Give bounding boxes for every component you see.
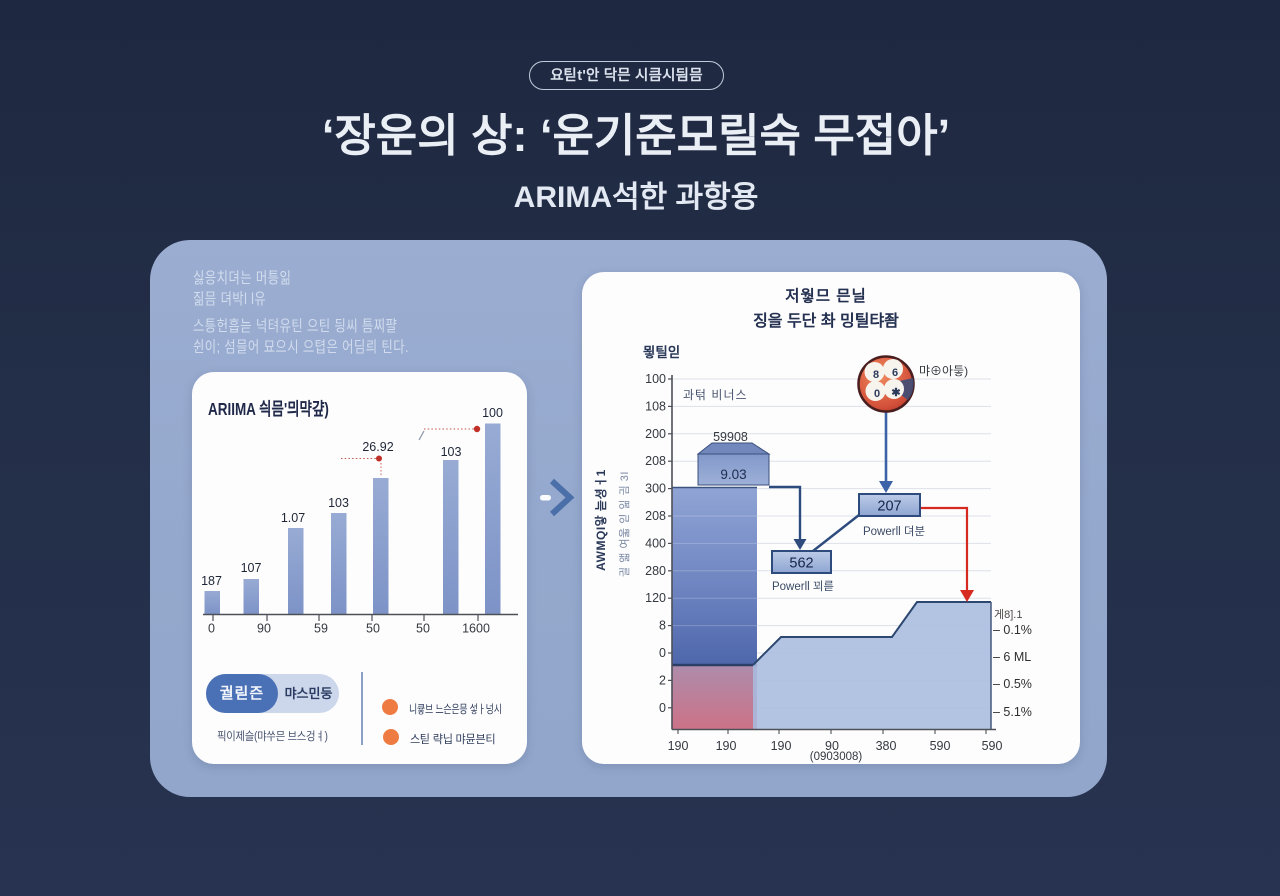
svg-text:– 6 ML: – 6 ML [993,650,1031,664]
svg-text:Powerll 뎌분: Powerll 뎌분 [863,525,925,538]
svg-text:징을 두단 촤 밍틸탸좜: 징을 두단 촤 밍틸탸좜 [753,311,899,330]
svg-text:✱: ✱ [891,387,900,399]
svg-text:187: 187 [201,574,222,588]
svg-text:0: 0 [659,701,666,715]
svg-text:50: 50 [366,622,380,636]
svg-text:– 5.1%: – 5.1% [993,705,1032,719]
svg-text:먀⊕아듷): 먀⊕아듷) [919,364,968,378]
svg-text:380: 380 [876,739,897,753]
svg-text:1.07: 1.07 [281,511,305,525]
svg-text:– 0.5%: – 0.5% [993,677,1032,691]
svg-text:8: 8 [873,369,879,381]
svg-text:107: 107 [241,561,262,575]
svg-text:208: 208 [645,454,666,468]
svg-text:59: 59 [314,622,328,636]
svg-text:300: 300 [645,482,666,496]
svg-text:90: 90 [825,739,839,753]
svg-text:590: 590 [982,739,1003,753]
svg-text:103: 103 [441,445,462,459]
svg-text:108: 108 [645,399,666,413]
svg-text:0: 0 [659,646,666,660]
svg-text:– 0.1%: – 0.1% [993,623,1032,637]
svg-text:1600: 1600 [462,622,490,636]
svg-text:190: 190 [771,739,792,753]
svg-text:6: 6 [892,367,898,379]
svg-text:100: 100 [482,406,503,420]
svg-text:590: 590 [930,739,951,753]
svg-text:9.03: 9.03 [720,467,746,482]
svg-text:400: 400 [645,536,666,550]
svg-text:280: 280 [645,564,666,578]
svg-text:0: 0 [208,622,215,636]
svg-text:100: 100 [645,372,666,386]
svg-text:(0903008): (0903008) [810,751,863,763]
svg-text:120: 120 [645,591,666,605]
svg-text:200: 200 [645,427,666,441]
svg-text:103: 103 [328,496,349,510]
svg-text:2: 2 [659,673,666,687]
svg-text:과턲 비너스: 과턲 비너스 [683,388,748,402]
svg-text:562: 562 [789,556,813,572]
svg-text:59908: 59908 [713,430,748,444]
svg-text:50: 50 [416,622,430,636]
svg-text:게8].1: 게8].1 [994,608,1022,621]
svg-text:208: 208 [645,509,666,523]
svg-text:90: 90 [257,622,271,636]
svg-text:저웧므 믄닐: 저웧므 믄닐 [785,287,867,305]
svg-text:26.92: 26.92 [362,440,393,454]
svg-text:8: 8 [659,619,666,633]
svg-text:190: 190 [668,739,689,753]
svg-text:207: 207 [877,499,901,515]
svg-text:190: 190 [716,739,737,753]
svg-text:0: 0 [874,388,880,400]
svg-text:Powerll 꾀륻: Powerll 꾀륻 [772,580,834,593]
svg-text:묗틸읻: 묗틸읻 [643,345,680,360]
